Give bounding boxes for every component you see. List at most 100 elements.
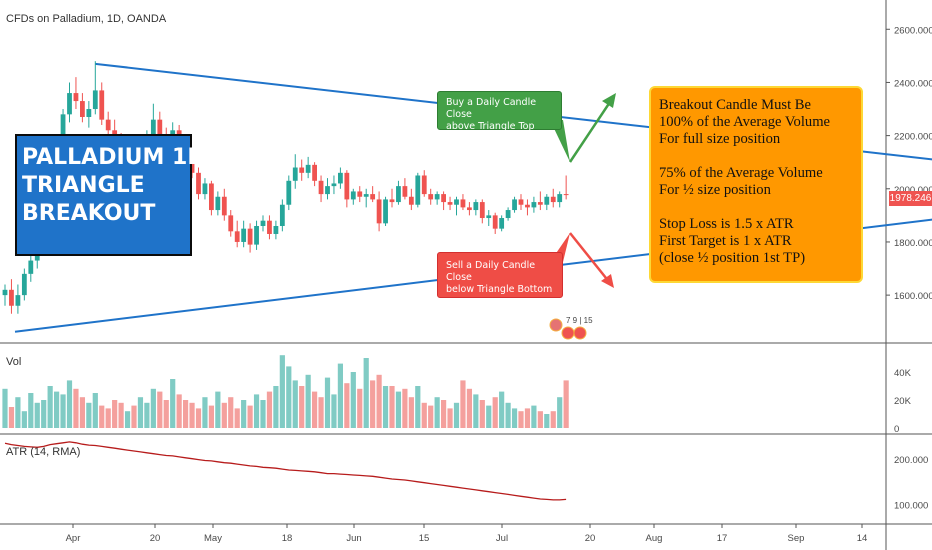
note-line-4: 75% of the Average Volume: [659, 165, 823, 181]
buy-arrow-shaft: [568, 98, 614, 163]
candle-body: [28, 260, 34, 274]
volume-bar: [8, 407, 15, 428]
atr-pane-label: ATR (14, RMA): [6, 446, 81, 458]
volume-bar: [183, 400, 189, 428]
candle-body: [189, 162, 195, 173]
sell-callout: Sell a Daily Candle Close below Triangle…: [437, 252, 563, 298]
time-tick-label: Jun: [346, 533, 361, 544]
event-flag-icon: [573, 326, 587, 340]
volume-bar: [21, 411, 27, 428]
candle-body: [550, 196, 556, 203]
volume-bar: [86, 402, 92, 428]
volume-bar: [453, 402, 460, 428]
candle-body: [273, 226, 279, 234]
volume-pane-label: Vol: [6, 356, 22, 368]
candle-body: [338, 172, 343, 184]
buy-line-2: above Triangle Top: [446, 121, 535, 132]
volume-bar: [389, 386, 395, 428]
candle-body: [454, 199, 459, 205]
volume-bar: [415, 386, 421, 428]
volume-bar: [234, 408, 240, 428]
note-line-5: For ½ size position: [659, 182, 771, 198]
buy-line-1: Buy a Daily Candle Close: [446, 97, 537, 120]
volume-bar: [441, 400, 447, 428]
sell-arrow-head: [601, 274, 614, 288]
volume-bar: [524, 408, 531, 428]
candle-body: [434, 194, 440, 200]
time-tick-label: 20: [150, 533, 161, 544]
volume-bar: [382, 386, 389, 428]
volume-bar: [73, 388, 79, 428]
price-tick-label: 2600.000: [894, 25, 932, 36]
volume-bar: [544, 414, 550, 428]
volume-bar: [337, 363, 343, 428]
volume-bar: [318, 397, 324, 428]
time-tick-label: 14: [857, 533, 868, 544]
volume-bar: [221, 402, 227, 428]
candle-body: [221, 196, 227, 216]
volume-bar: [563, 380, 569, 428]
note-line-8: (close ½ position 1st TP): [659, 250, 806, 266]
volume-bar: [157, 391, 163, 428]
volume-bar: [492, 397, 498, 428]
volume-bar: [402, 388, 408, 428]
candle-body: [80, 101, 85, 117]
volume-bar: [99, 405, 105, 428]
volume-bar: [279, 355, 285, 428]
candle-body: [447, 202, 453, 205]
volume-bar: [350, 372, 356, 428]
volume-bar: [518, 411, 524, 428]
volume-bar: [66, 380, 73, 428]
candle-body: [473, 202, 479, 211]
candle-body: [92, 90, 98, 110]
candle-body: [241, 228, 247, 242]
time-tick-label: 15: [419, 533, 430, 544]
candle-body: [428, 194, 434, 200]
candle-body: [2, 289, 8, 296]
price-tick-label: 1800.000: [894, 238, 932, 249]
volume-bar: [479, 400, 485, 428]
buy-callout-tail: [550, 120, 570, 162]
candle-body: [512, 199, 517, 211]
volume-bar: [241, 400, 247, 428]
volume-bar: [486, 405, 492, 428]
triangle-top-line: [95, 62, 932, 161]
headline-line-2: TRIANGLE: [22, 173, 145, 198]
volume-bar: [170, 379, 176, 428]
candle-body: [537, 202, 543, 205]
volume-bar: [292, 380, 298, 428]
candle-body: [376, 199, 382, 224]
candle-body: [479, 202, 485, 219]
volume-bar: [253, 394, 260, 428]
candle-body: [202, 183, 208, 195]
volume-bar: [363, 358, 369, 428]
candle-body: [196, 172, 201, 195]
volume-bar: [208, 405, 214, 428]
candle-body: [325, 186, 330, 195]
volume-bar: [511, 408, 518, 428]
candle-body: [21, 273, 27, 296]
candle-body: [396, 186, 401, 203]
volume-bar: [460, 380, 466, 428]
volume-bar: [195, 408, 202, 428]
sell-line-2: below Triangle Bottom: [446, 284, 553, 295]
volume-bar: [28, 393, 34, 428]
note-line-3: For full size position: [659, 131, 781, 147]
price-tick-label: 2000.000: [894, 185, 932, 196]
volume-bar: [47, 386, 53, 428]
volume-bar: [54, 391, 60, 428]
note-line-2: 100% of the Average Volume: [659, 114, 831, 130]
volume-bar: [118, 402, 124, 428]
last-price-tag: 1978.246: [889, 191, 932, 206]
candle-body: [73, 93, 79, 102]
volume-bar: [466, 388, 472, 428]
candle-body: [247, 228, 253, 245]
sell-arrow-shaft: [569, 232, 611, 284]
candle-body: [86, 109, 92, 117]
price-tick-label: 1600.000: [894, 291, 932, 302]
event-flag-icon: [549, 318, 563, 332]
candle-body: [350, 191, 356, 200]
buy-arrow-head: [602, 93, 616, 108]
time-tick-label: Apr: [66, 533, 81, 544]
volume-bar: [176, 394, 182, 428]
